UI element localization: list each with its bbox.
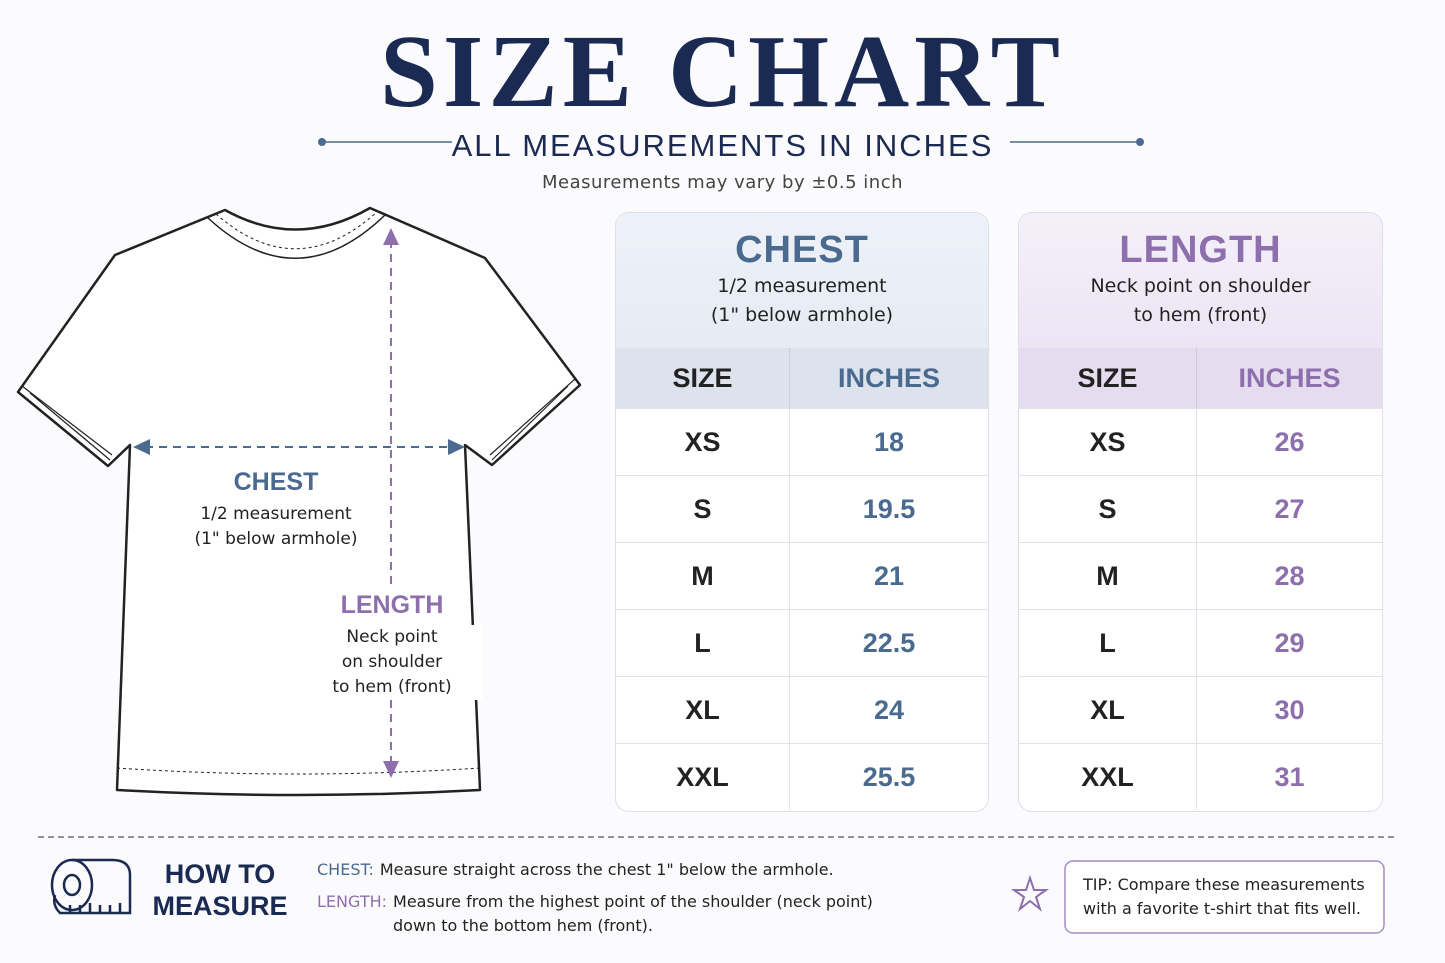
table-title: CHEST	[735, 229, 869, 271]
size-value: 30	[1196, 676, 1382, 743]
tip-box	[1064, 860, 1385, 934]
size-name: XL	[616, 676, 789, 743]
size-value: 19.5	[789, 475, 988, 542]
length-arrow	[383, 228, 399, 778]
size-name: S	[1019, 475, 1196, 542]
line: with a favorite t-shirt that fits well.	[1083, 899, 1362, 918]
table-description: 1/2 measurement (1" below armhole)	[616, 272, 988, 330]
size-value: 22.5	[789, 609, 988, 676]
size-value: 31	[1196, 743, 1382, 810]
line: (1" below armhole)	[710, 304, 894, 326]
dot	[318, 138, 326, 146]
length-label: LENGTH	[340, 591, 444, 619]
instruction-text: Measure straight across the chest 1" bel…	[379, 860, 834, 879]
size-name: XS	[616, 408, 789, 475]
column-header: SIZE	[1019, 348, 1196, 408]
size-value: 25.5	[789, 743, 988, 810]
instruction: CHEST: Measure straight across the chest…	[317, 858, 957, 882]
table-header: LENGTH Neck point on shoulder to hem (fron…	[1019, 213, 1382, 348]
subtitle: ALL MEASUREMENTS IN INCHES	[451, 128, 994, 163]
size-table: LENGTH Neck point on shoulder to hem (fron…	[1018, 212, 1383, 812]
size-value: 21	[789, 542, 988, 609]
line: HOW TO	[164, 859, 276, 889]
size-name: M	[616, 542, 789, 609]
size-name: XXL	[1019, 743, 1196, 810]
table-header: CHEST 1/2 measurement (1" below armhole)	[616, 213, 988, 348]
line: on shoulder	[341, 652, 443, 672]
size-name: XXL	[616, 743, 789, 810]
line: down to the bottom hem (front).	[393, 916, 654, 935]
line: to hem (front)	[332, 677, 452, 697]
line: TIP: Compare these measurements	[1083, 875, 1365, 894]
chest-desc: 1/2 measurement (1" below armhole)	[156, 502, 396, 552]
column-header: SIZE	[616, 348, 789, 408]
line: 1/2 measurement	[717, 275, 887, 297]
size-value: 24	[789, 676, 988, 743]
table-title: LENGTH	[1119, 229, 1282, 271]
line: Neck point	[346, 627, 438, 647]
line: (1" below armhole)	[194, 529, 358, 549]
how-to-heading: HOW TO MEASURE	[150, 858, 290, 922]
size-table: CHEST 1/2 measurement (1" below armhole) SI…	[615, 212, 989, 812]
instruction-label: LENGTH:	[317, 892, 388, 911]
tip: TIP: Compare these measurements with a f…	[1083, 873, 1378, 921]
size-name: L	[1019, 609, 1196, 676]
line: MEASURE	[152, 891, 288, 921]
size-value: 18	[789, 408, 988, 475]
size-name: S	[616, 475, 789, 542]
size-value: 26	[1196, 408, 1382, 475]
star-icon	[1010, 874, 1050, 912]
column-header: INCHES	[1196, 348, 1382, 408]
line: to hem (front)	[1133, 304, 1268, 326]
table-description: Neck point on shoulder to hem (front)	[1019, 272, 1382, 330]
size-name: XL	[1019, 676, 1196, 743]
line: 1/2 measurement	[200, 504, 352, 524]
size-name: L	[616, 609, 789, 676]
instruction-label: CHEST:	[317, 860, 374, 879]
size-value: 29	[1196, 609, 1382, 676]
size-name: XS	[1019, 408, 1196, 475]
instruction: LENGTH: Measure from the highest point o…	[317, 890, 957, 938]
size-value: 27	[1196, 475, 1382, 542]
title: SIZE CHART	[380, 14, 1065, 129]
note: Measurements may vary by ±0.5 inch	[541, 172, 903, 193]
size-value: 28	[1196, 542, 1382, 609]
column-header: INCHES	[789, 348, 988, 408]
size-name: M	[1019, 542, 1196, 609]
instructions: CHEST: Measure straight across the chest…	[317, 858, 957, 938]
tape-icon	[50, 858, 132, 915]
line: Neck point on shoulder	[1090, 275, 1311, 297]
instruction-text: Measure from the highest point of the sh…	[393, 890, 873, 938]
dot	[1136, 138, 1144, 146]
line: Measure from the highest point of the sh…	[393, 892, 873, 911]
chest-arrow	[133, 439, 465, 455]
chest-label: CHEST	[233, 468, 319, 496]
length-desc: Neck point on shoulder to hem (front)	[302, 625, 482, 700]
